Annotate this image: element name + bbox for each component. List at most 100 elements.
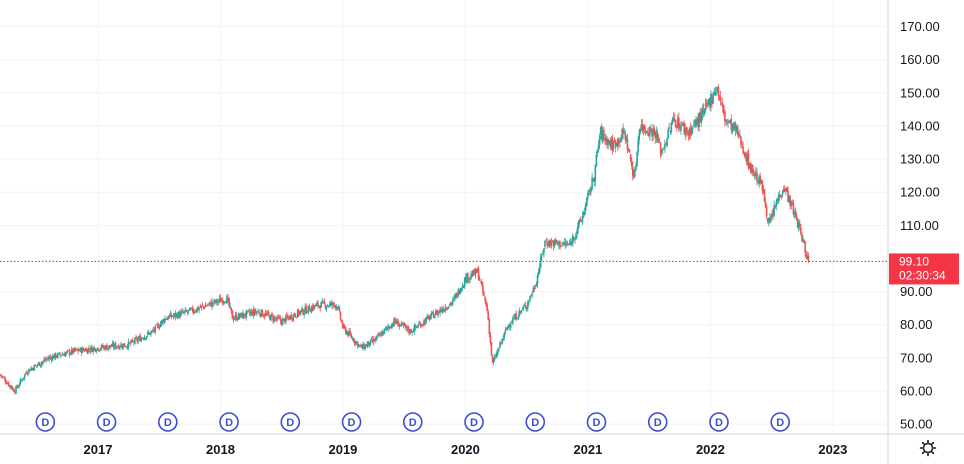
current-price-label: 99.10 02:30:34 xyxy=(889,253,959,285)
dividend-marker-icon[interactable]: D xyxy=(586,412,607,432)
candle-body xyxy=(242,312,244,319)
candle-body xyxy=(371,339,374,342)
dividend-marker-label: D xyxy=(593,417,601,429)
candle-body xyxy=(380,334,382,337)
candle-body xyxy=(675,126,678,128)
candle-body xyxy=(167,317,169,320)
candle-body xyxy=(357,344,360,346)
candle-body xyxy=(494,356,497,358)
candle-body xyxy=(119,347,121,348)
candle-body xyxy=(762,190,765,191)
candle-body xyxy=(441,309,444,312)
candle-body xyxy=(356,341,359,347)
dividend-marker-icon[interactable]: D xyxy=(158,412,178,432)
candle-body xyxy=(209,301,211,304)
candle-body xyxy=(592,178,594,181)
candle-body xyxy=(404,324,407,328)
candle-body xyxy=(613,141,616,143)
candle-body xyxy=(410,329,412,333)
dividend-marker-icon[interactable]: D xyxy=(341,412,362,432)
dividend-marker-label: D xyxy=(103,417,111,429)
candle-body xyxy=(795,215,798,220)
dividend-marker-icon[interactable]: D xyxy=(525,412,546,432)
candle-body xyxy=(519,311,522,313)
candle-body xyxy=(13,388,15,392)
candle-body xyxy=(510,322,513,324)
candle-body xyxy=(561,244,563,246)
candle-body xyxy=(559,241,561,248)
candle-body xyxy=(290,315,293,320)
dividend-marker-icon[interactable]: D xyxy=(96,412,117,432)
dividend-marker-icon[interactable]: D xyxy=(464,412,484,432)
candle-body xyxy=(182,311,184,313)
y-axis-tick-label: 170.00 xyxy=(900,19,940,34)
candle-body xyxy=(580,220,583,222)
dividend-marker-icon[interactable]: D xyxy=(709,412,729,432)
candle-body xyxy=(751,165,754,173)
candle-body xyxy=(646,132,649,135)
dividend-marker-circle xyxy=(280,412,301,432)
candle-body xyxy=(745,156,748,162)
candle-body xyxy=(355,342,358,343)
candle-body xyxy=(92,347,94,353)
candle-body xyxy=(714,91,717,96)
candle-body xyxy=(668,128,670,130)
candle-body xyxy=(231,310,234,319)
candle-body xyxy=(72,348,74,353)
dividend-marker-icon[interactable]: D xyxy=(770,412,791,432)
dividend-marker-icon[interactable]: D xyxy=(219,412,239,432)
candle-body xyxy=(388,326,391,328)
candle-body xyxy=(672,118,675,121)
candle-body xyxy=(275,319,278,321)
candle-body xyxy=(588,189,590,192)
candle-body xyxy=(640,124,643,127)
candle-body xyxy=(83,350,86,352)
candle-body xyxy=(148,332,150,334)
candle-body xyxy=(304,306,306,313)
candle-body xyxy=(301,308,303,312)
candle-body xyxy=(416,327,419,329)
candle-body xyxy=(106,345,108,350)
candle-body xyxy=(784,188,786,191)
candle-body xyxy=(161,319,164,322)
candle-body xyxy=(328,303,331,307)
candle-body xyxy=(322,301,325,303)
candle-body xyxy=(141,338,144,339)
candle-body xyxy=(527,302,529,309)
candle-body xyxy=(754,175,756,177)
grid-layer xyxy=(0,0,888,434)
candle-body xyxy=(425,317,427,323)
dividend-marker-icon[interactable]: D xyxy=(647,412,668,432)
dividend-marker-icon[interactable]: D xyxy=(280,412,301,432)
dividend-marker-icon[interactable]: D xyxy=(35,412,56,432)
dividend-marker-icon[interactable]: D xyxy=(402,412,423,432)
candle-body xyxy=(77,349,79,352)
candle-body xyxy=(499,342,501,348)
candle-body xyxy=(334,305,336,308)
x-axis-tick-label: 2019 xyxy=(328,442,357,457)
candle-body xyxy=(568,243,571,244)
candle-body xyxy=(57,353,59,358)
candle-body xyxy=(715,89,718,91)
candle-body xyxy=(221,300,224,304)
gear-icon[interactable] xyxy=(919,439,937,457)
candle-body xyxy=(174,312,177,317)
candle-body xyxy=(752,173,755,176)
candle-body xyxy=(694,120,696,127)
candle-body xyxy=(637,139,639,152)
candle-body xyxy=(696,118,698,126)
candle-body xyxy=(378,333,380,336)
candle-body xyxy=(397,321,400,327)
candle-body xyxy=(433,315,436,319)
candle-body xyxy=(464,277,467,282)
candle-body xyxy=(701,109,704,115)
candle-body xyxy=(616,138,619,146)
candle-body xyxy=(704,103,707,107)
candle-body xyxy=(396,320,399,324)
candle-body xyxy=(523,305,526,307)
candle-body xyxy=(218,298,221,301)
chart-settings-button[interactable] xyxy=(919,439,937,457)
candle-body xyxy=(524,304,527,308)
